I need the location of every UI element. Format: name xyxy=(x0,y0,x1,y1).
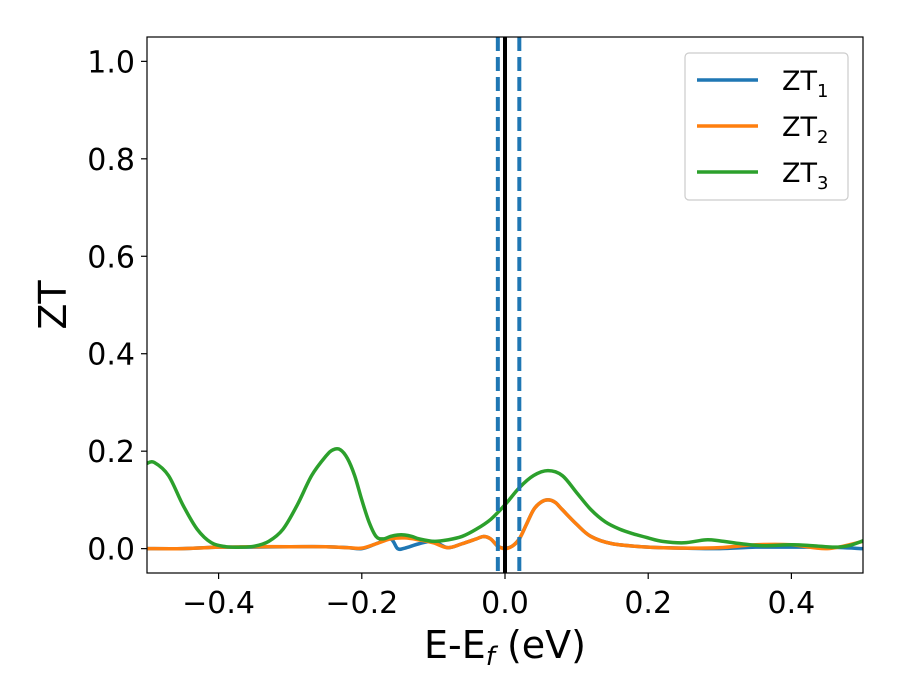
y-tick-label: 0.2 xyxy=(87,435,135,470)
legend-label-2: ZT2 xyxy=(782,112,828,148)
x-tick-label: 0.4 xyxy=(768,586,816,621)
legend-label-3: ZT3 xyxy=(782,158,828,194)
y-tick-label: 0.4 xyxy=(87,338,135,373)
y-axis-title: ZT xyxy=(31,280,75,330)
y-tick-label: 0.6 xyxy=(87,240,135,275)
y-axis-ticks: 0.0 0.2 0.4 0.6 0.8 1.0 xyxy=(87,45,147,568)
x-tick-label: 0.2 xyxy=(624,586,672,621)
series-line-2 xyxy=(147,498,863,551)
y-tick-label: 0.8 xyxy=(87,143,135,178)
x-tick-label: 0.0 xyxy=(481,586,529,621)
legend-label-1: ZT1 xyxy=(782,66,828,102)
y-tick-label: 1.0 xyxy=(87,45,135,80)
x-axis-title: E-Ef (eV) xyxy=(424,623,586,672)
legend: ZT1 ZT2 ZT3 xyxy=(684,52,849,201)
y-tick-label: 0.0 xyxy=(87,533,135,568)
legend-entries: ZT1 ZT2 ZT3 xyxy=(697,66,828,194)
x-axis-ticks: −0.4 −0.2 0.0 0.2 0.4 xyxy=(182,573,815,621)
x-tick-label: −0.2 xyxy=(325,586,398,621)
x-tick-label: −0.4 xyxy=(182,586,255,621)
vline-layer xyxy=(495,37,522,573)
series-line-3 xyxy=(147,447,863,550)
legend-box xyxy=(684,52,849,201)
